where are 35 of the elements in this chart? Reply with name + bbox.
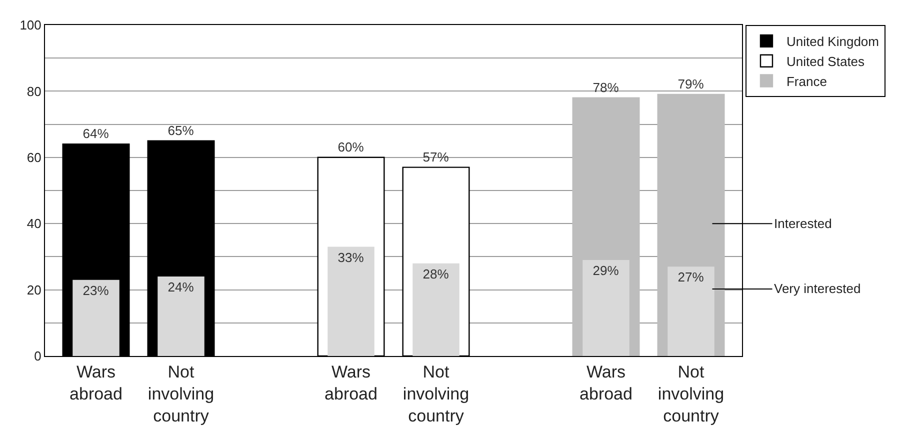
- y-tick-label: 20: [26, 282, 42, 298]
- y-tick-label: 0: [34, 348, 42, 364]
- data-label: 29%: [592, 263, 620, 278]
- y-tick-label: 60: [26, 150, 42, 165]
- bar: [412, 263, 460, 356]
- x-tick-label: Not involving country: [658, 362, 724, 426]
- data-label: 79%: [678, 76, 704, 92]
- y-tick-label: 80: [26, 84, 42, 99]
- legend-label: United Kingdom: [786, 34, 879, 50]
- bar: [158, 276, 204, 356]
- y-tick-label: 40: [26, 216, 42, 232]
- data-label: 33%: [338, 250, 364, 265]
- legend-label: France: [786, 74, 827, 89]
- bar: [72, 280, 120, 356]
- bar: [668, 266, 714, 356]
- bar: [582, 260, 630, 356]
- bar: [328, 246, 374, 356]
- data-label: 24%: [168, 280, 194, 295]
- data-label: 65%: [168, 122, 194, 138]
- data-label: 28%: [422, 266, 450, 282]
- data-label: 23%: [82, 282, 110, 298]
- x-tick-label: Wars abroad: [580, 362, 632, 404]
- legend-label: United States: [786, 54, 866, 69]
- data-label: 78%: [592, 80, 620, 95]
- y-tick-label: 100: [20, 18, 42, 33]
- data-label: 27%: [678, 270, 704, 285]
- x-tick-label: Not involving country: [402, 362, 470, 426]
- x-tick-label: Wars abroad: [324, 362, 378, 404]
- x-tick-label: Not involving country: [148, 362, 214, 426]
- data-label: 60%: [338, 139, 364, 154]
- text: Very interested: [774, 281, 861, 296]
- x-tick-label: Wars abroad: [70, 362, 122, 404]
- text: Interested: [774, 216, 832, 231]
- data-label: 64%: [82, 126, 110, 142]
- data-label: 57%: [422, 149, 450, 164]
